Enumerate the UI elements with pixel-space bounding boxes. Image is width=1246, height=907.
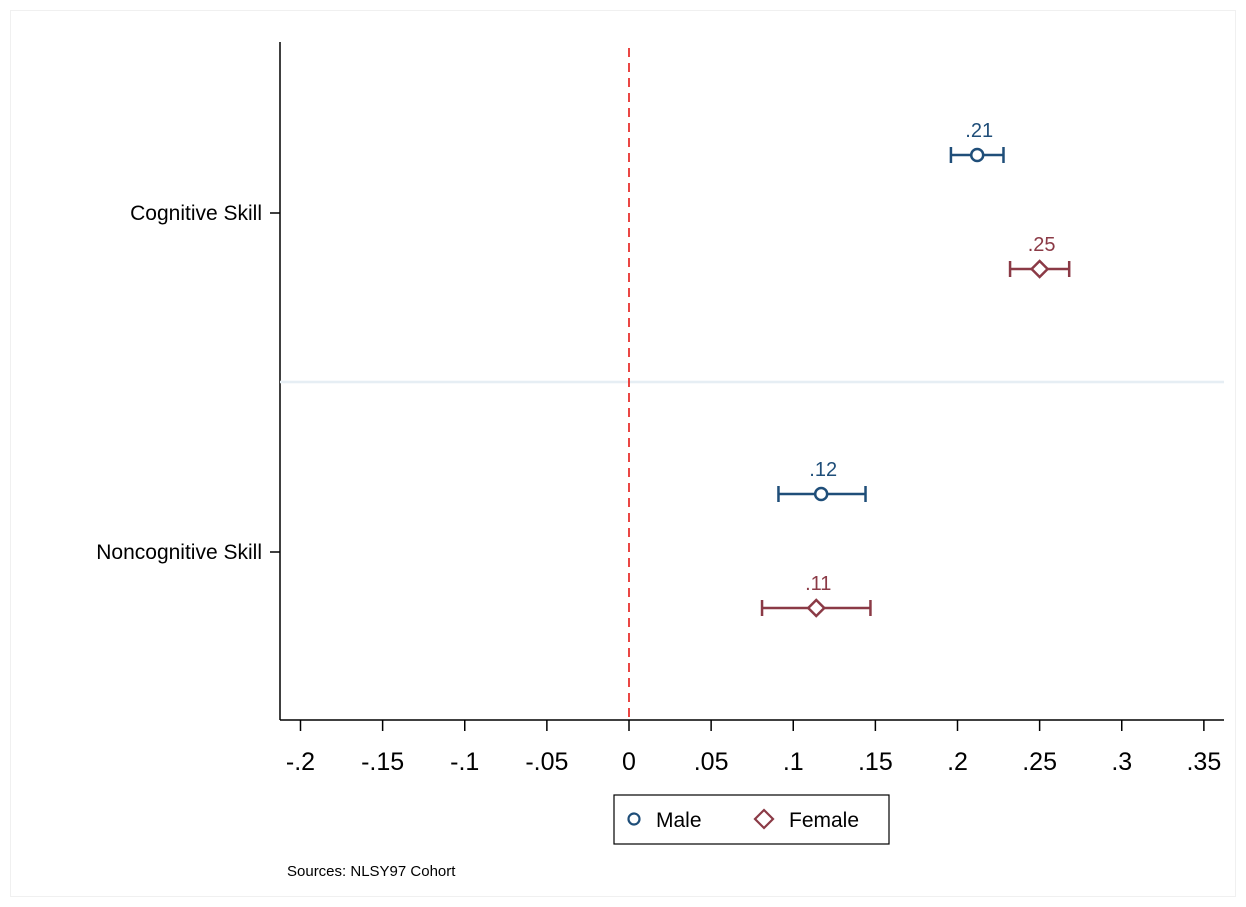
x-tick-label: .35 — [1186, 748, 1221, 776]
x-tick-label: .2 — [947, 748, 968, 776]
x-tick-label: .1 — [783, 748, 804, 776]
axes — [279, 42, 1224, 721]
point-marker — [806, 598, 827, 618]
legend-male-marker-icon — [627, 812, 641, 826]
point-marker — [1029, 259, 1050, 279]
source-note: Sources: NLSY97 Cohort — [287, 863, 456, 880]
data-label: .11 — [805, 573, 831, 595]
x-axis-ticks: -.2 -.15 -.1 -.05 0 .05 .1 .15 .2 .25 .3 .35 — [286, 720, 1221, 776]
y-category-label: Cognitive Skill — [130, 202, 262, 225]
x-tick-label: -.05 — [525, 748, 568, 776]
legend-box — [613, 794, 890, 845]
x-tick-label: .15 — [858, 748, 893, 776]
legend: Male Female — [613, 794, 890, 845]
x-tick-label: -.15 — [361, 748, 404, 776]
x-tick-label: .05 — [694, 748, 729, 776]
legend-female-label: Female — [789, 809, 859, 832]
point-marker — [969, 147, 985, 163]
legend-male-label: Male — [656, 809, 702, 832]
x-tick-label: 0 — [622, 748, 636, 776]
data-label: .21 — [965, 120, 993, 142]
legend-female-marker-icon — [753, 808, 775, 830]
x-tick-label: .3 — [1111, 748, 1132, 776]
data-marks: .21 .12 .25 .11 — [760, 120, 1071, 618]
point-marker — [813, 486, 829, 502]
y-axis-categories: Cognitive Skill Noncognitive Skill — [96, 202, 280, 564]
data-label: .12 — [809, 459, 837, 481]
x-tick-label: .25 — [1022, 748, 1057, 776]
chart-frame — [10, 10, 1236, 897]
y-category-label: Noncognitive Skill — [96, 541, 262, 564]
x-tick-label: -.2 — [286, 748, 315, 776]
data-label: .25 — [1028, 234, 1056, 256]
x-tick-label: -.1 — [450, 748, 479, 776]
